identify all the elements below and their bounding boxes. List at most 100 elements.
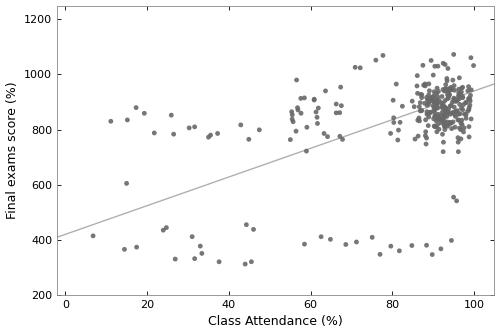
Point: [435, 117, 443, 122]
Point: [389, 98, 397, 103]
Point: [297, 96, 305, 101]
Point: [237, 122, 245, 128]
Point: [411, 136, 419, 142]
Point: [448, 126, 456, 131]
Point: [452, 114, 460, 119]
Point: [434, 114, 442, 119]
Point: [438, 105, 446, 111]
Point: [465, 134, 473, 140]
Point: [416, 108, 424, 114]
Point: [256, 127, 264, 133]
Point: [390, 120, 398, 125]
Point: [454, 108, 462, 114]
Point: [170, 132, 177, 137]
Point: [410, 104, 418, 109]
Point: [356, 65, 364, 70]
Point: [444, 119, 452, 125]
Point: [440, 112, 448, 118]
Point: [441, 127, 449, 132]
Point: [440, 112, 448, 118]
Point: [444, 66, 452, 71]
Point: [441, 124, 449, 129]
Point: [440, 121, 448, 126]
Point: [450, 83, 458, 88]
Point: [120, 247, 128, 252]
Point: [435, 127, 443, 132]
Point: [379, 53, 387, 58]
Point: [457, 121, 465, 126]
Point: [458, 85, 466, 90]
Point: [441, 108, 449, 114]
Point: [372, 57, 380, 63]
Point: [440, 123, 448, 129]
Point: [288, 117, 296, 122]
Point: [376, 252, 384, 257]
Point: [448, 87, 456, 93]
Point: [443, 114, 451, 119]
Point: [204, 135, 212, 140]
Point: [336, 85, 344, 90]
Point: [214, 131, 222, 136]
Point: [424, 114, 432, 120]
Point: [460, 129, 468, 135]
Point: [466, 103, 474, 108]
Point: [454, 112, 462, 117]
Point: [433, 98, 441, 104]
Point: [424, 98, 432, 103]
Point: [433, 86, 441, 91]
Point: [458, 95, 466, 101]
Point: [160, 227, 168, 233]
Point: [396, 120, 404, 125]
Point: [443, 78, 451, 84]
Point: [431, 124, 439, 129]
Point: [425, 99, 433, 105]
Point: [168, 113, 175, 118]
Point: [317, 234, 325, 239]
Point: [336, 110, 344, 115]
Point: [449, 110, 457, 115]
Point: [440, 119, 448, 124]
Point: [464, 88, 472, 94]
Point: [352, 239, 360, 245]
Point: [434, 94, 442, 99]
Point: [432, 91, 440, 96]
Point: [450, 96, 458, 101]
Point: [462, 100, 469, 106]
Point: [444, 110, 452, 116]
Point: [190, 124, 198, 130]
Point: [442, 106, 450, 111]
Point: [450, 88, 458, 93]
Point: [286, 137, 294, 142]
Point: [198, 251, 206, 256]
Point: [434, 117, 442, 122]
Point: [440, 140, 448, 145]
Point: [431, 114, 439, 119]
Point: [441, 86, 449, 92]
Point: [466, 98, 474, 104]
Point: [441, 109, 449, 114]
Point: [458, 105, 466, 111]
Point: [455, 93, 463, 98]
Point: [465, 105, 473, 110]
Point: [442, 105, 450, 111]
Point: [466, 93, 474, 98]
Point: [456, 75, 464, 80]
Point: [464, 109, 471, 114]
Point: [398, 104, 406, 109]
Point: [438, 104, 446, 109]
Point: [446, 120, 454, 125]
Point: [422, 135, 430, 141]
Point: [422, 242, 430, 248]
Point: [432, 118, 440, 123]
Point: [440, 114, 448, 120]
Point: [196, 243, 204, 249]
Point: [417, 92, 425, 97]
Point: [89, 233, 97, 238]
Point: [422, 117, 430, 123]
Point: [434, 63, 442, 69]
Point: [449, 119, 457, 125]
Point: [424, 92, 432, 98]
Point: [185, 125, 193, 131]
Point: [453, 98, 461, 103]
Point: [250, 227, 258, 232]
